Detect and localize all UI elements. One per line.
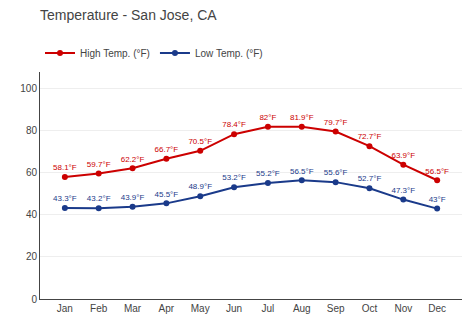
- svg-text:0: 0: [31, 294, 37, 305]
- svg-text:47.3°F: 47.3°F: [391, 186, 415, 195]
- svg-text:62.2°F: 62.2°F: [121, 155, 145, 164]
- svg-text:66.7°F: 66.7°F: [155, 145, 179, 154]
- svg-text:79.7°F: 79.7°F: [324, 118, 348, 127]
- svg-text:Feb: Feb: [90, 303, 108, 314]
- svg-text:52.7°F: 52.7°F: [358, 174, 382, 183]
- svg-text:82°F: 82°F: [259, 113, 276, 122]
- svg-text:May: May: [191, 303, 210, 314]
- svg-text:Sep: Sep: [327, 303, 345, 314]
- svg-text:53.2°F: 53.2°F: [222, 173, 246, 182]
- svg-text:100: 100: [20, 83, 37, 94]
- svg-text:40: 40: [26, 209, 38, 220]
- svg-text:Dec: Dec: [428, 303, 446, 314]
- svg-text:78.4°F: 78.4°F: [222, 120, 246, 129]
- svg-text:80: 80: [26, 125, 38, 136]
- svg-text:81.9°F: 81.9°F: [290, 113, 314, 122]
- svg-text:Jun: Jun: [226, 303, 242, 314]
- svg-text:Apr: Apr: [159, 303, 175, 314]
- svg-text:56.5°F: 56.5°F: [290, 167, 314, 176]
- svg-text:56.5°F: 56.5°F: [425, 167, 449, 176]
- svg-text:Nov: Nov: [394, 303, 412, 314]
- svg-text:43.9°F: 43.9°F: [121, 193, 145, 202]
- svg-text:Low Temp. (°F): Low Temp. (°F): [195, 48, 263, 59]
- svg-text:48.9°F: 48.9°F: [188, 182, 212, 191]
- svg-text:58.1°F: 58.1°F: [53, 163, 77, 172]
- svg-text:72.7°F: 72.7°F: [358, 132, 382, 141]
- svg-text:43.2°F: 43.2°F: [87, 194, 111, 203]
- svg-text:60: 60: [26, 167, 38, 178]
- svg-text:70.5°F: 70.5°F: [188, 137, 212, 146]
- svg-text:43.3°F: 43.3°F: [53, 194, 77, 203]
- svg-text:59.7°F: 59.7°F: [87, 160, 111, 169]
- svg-text:45.5°F: 45.5°F: [155, 190, 179, 199]
- svg-text:63.9°F: 63.9°F: [391, 151, 415, 160]
- svg-text:Jan: Jan: [57, 303, 73, 314]
- svg-text:Oct: Oct: [362, 303, 378, 314]
- svg-text:High Temp. (°F): High Temp. (°F): [80, 48, 150, 59]
- svg-text:Aug: Aug: [293, 303, 311, 314]
- svg-text:Temperature - San Jose, CA: Temperature - San Jose, CA: [40, 7, 217, 23]
- svg-text:55.2°F: 55.2°F: [256, 169, 280, 178]
- svg-text:43°F: 43°F: [429, 195, 446, 204]
- svg-text:Jul: Jul: [262, 303, 275, 314]
- svg-text:Mar: Mar: [124, 303, 142, 314]
- svg-text:55.6°F: 55.6°F: [324, 168, 348, 177]
- svg-text:20: 20: [26, 251, 38, 262]
